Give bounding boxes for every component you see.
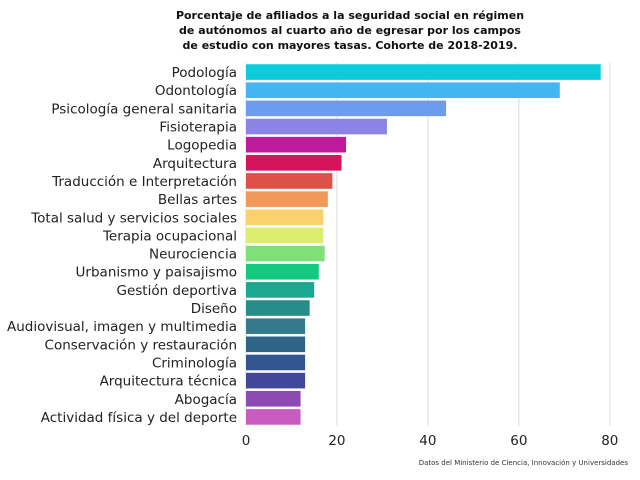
category-label: Neurociencia [149,247,237,263]
category-label: Traducción e Interpretación [51,174,237,190]
bar [246,354,306,371]
category-label: Terapia ocupacional [102,228,237,244]
category-label: Odontología [155,83,237,99]
bar [246,136,347,153]
x-tick-label: 20 [328,433,345,449]
chart-title-line: de autónomos al cuarto año de egresar po… [179,24,521,37]
bar [246,245,325,262]
category-label: Logopedia [167,138,237,154]
bar [246,118,387,135]
bar [246,173,333,189]
bar [246,64,601,80]
x-tick-label: 40 [419,433,436,449]
x-tick-label: 60 [510,433,527,449]
bar [246,336,306,353]
bar [246,191,328,207]
bar [246,100,447,117]
category-label: Bellas artes [158,192,237,208]
bar [246,82,560,99]
category-label: Total salud y servicios sociales [30,210,237,226]
bar [246,282,315,298]
chart-title-line: de estudio con mayores tasas. Cohorte de… [182,39,518,52]
category-label: Arquitectura técnica [100,374,237,390]
category-label: Psicología general sanitaria [51,101,237,117]
chart-title-line: Porcentaje de afiliados a la seguridad s… [175,9,525,22]
bar [246,227,324,244]
x-tick-label: 80 [601,433,618,449]
category-label: Abogacía [175,392,237,408]
category-label: Audiovisual, imagen y multimedia [7,319,237,335]
bar [246,372,306,389]
category-label: Criminología [152,355,237,371]
bar [246,209,324,226]
chart-title: Porcentaje de afiliados a la seguridad s… [140,8,560,53]
bar [246,409,301,425]
x-tick-label: 0 [242,433,251,449]
category-label: Urbanismo y paisajismo [76,265,237,281]
category-label: Gestión deportiva [116,283,237,299]
bar [246,155,342,171]
source-note: Datos del Ministerio de Ciencia, Innovac… [418,459,628,467]
bar [246,300,310,316]
category-label: Diseño [191,301,237,317]
bar [246,390,301,407]
category-label: Fisioterapia [159,120,237,136]
category-label: Actividad física y del deporte [41,410,237,426]
bar [246,318,306,334]
category-label: Arquitectura [153,156,237,172]
category-label: Conservación y restauración [45,337,237,353]
bar [246,263,319,280]
category-label: Podología [172,65,237,81]
